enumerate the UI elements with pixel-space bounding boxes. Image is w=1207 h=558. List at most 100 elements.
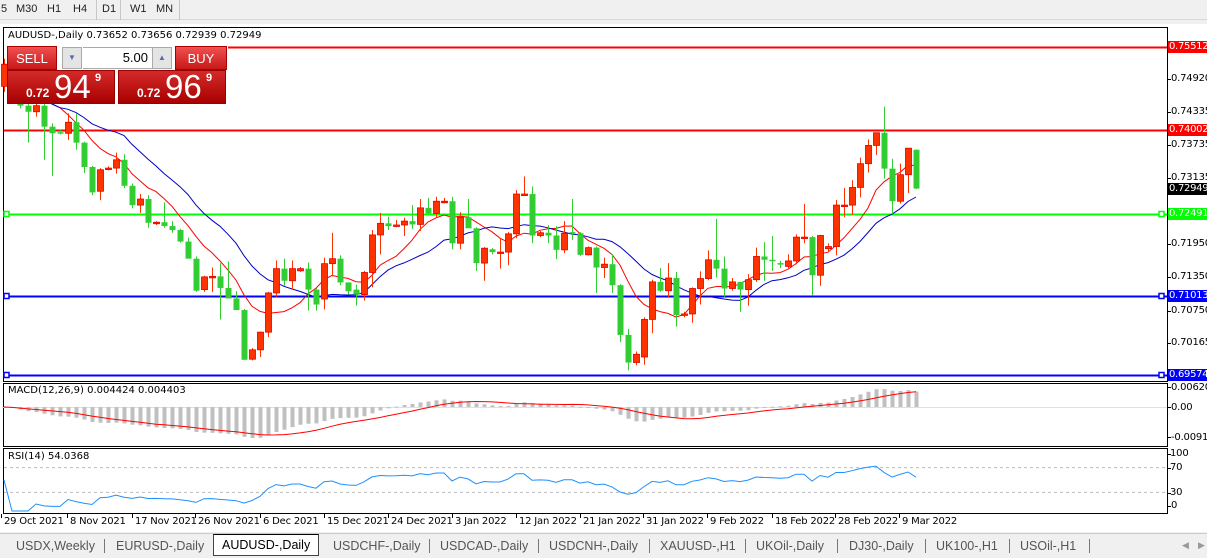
bid-price-box[interactable]: 0.72 94 9 (7, 68, 115, 105)
tab-usdchf-daily[interactable]: USDCHF-,Daily (333, 539, 421, 553)
candle (257, 331, 264, 358)
tab-eurusd-daily[interactable]: EURUSD-,Daily (116, 539, 205, 553)
candle (889, 158, 896, 214)
date-tick: 17 Nov 2021 (135, 516, 197, 527)
candle-body (369, 234, 376, 273)
candle (857, 157, 864, 198)
date-tick: 9 Mar 2022 (902, 516, 958, 527)
candle (897, 163, 904, 204)
candle-body (49, 126, 56, 134)
level-label: 0.71013 (1168, 290, 1207, 302)
lot-size-input[interactable]: 5.00 (83, 47, 152, 69)
separator (429, 539, 430, 553)
candle (73, 113, 80, 150)
macd-bar (274, 407, 279, 433)
candle (273, 260, 280, 297)
candle (681, 311, 688, 318)
candle (417, 199, 424, 232)
date-tick: 15 Dec 2021 (327, 516, 389, 527)
macd-bar (298, 407, 303, 425)
candle (489, 248, 496, 255)
date-tick: 3 Jan 2022 (455, 516, 507, 527)
candle (593, 246, 600, 293)
tab-usdcad-daily[interactable]: USDCAD-,Daily (440, 539, 529, 553)
candle-body (353, 289, 360, 295)
ask-price-box[interactable]: 0.72 96 9 (118, 68, 226, 105)
rsi-tick: 30 (1170, 487, 1183, 498)
candle (801, 203, 808, 244)
macd-bar (914, 391, 919, 407)
candle-body (185, 241, 192, 259)
macd-bar (546, 404, 551, 407)
candle-body (721, 268, 728, 289)
macd-bar (402, 405, 407, 407)
candle (385, 216, 392, 230)
macd-bar (226, 407, 231, 434)
macd-bar (106, 407, 111, 423)
macd-bar (562, 405, 567, 407)
tab-usoil-h1[interactable]: USOil-,H1 (1020, 539, 1077, 553)
tab-usdx-weekly[interactable]: USDX,Weekly (16, 539, 95, 553)
candle-body (161, 222, 168, 227)
candle-body (489, 249, 496, 253)
candle-body (745, 279, 752, 291)
rsi-label: RSI(14) 54.0368 (8, 451, 90, 462)
candle-body (897, 174, 904, 202)
candle (121, 154, 128, 188)
macd-bar (738, 407, 743, 411)
date-tick: 26 Nov 2021 (198, 516, 260, 527)
date-tick: 9 Feb 2022 (710, 516, 764, 527)
timeframe-d1[interactable]: D1 (102, 3, 117, 15)
tab-dj30-daily[interactable]: DJ30-,Daily (849, 539, 914, 553)
candle (497, 238, 504, 269)
candle-body (289, 268, 296, 282)
timeframe-mn[interactable]: MN (156, 3, 174, 15)
tab-ukoil-daily[interactable]: UKOil-,Daily (756, 539, 825, 553)
macd-bar (322, 407, 327, 422)
candle-body (857, 163, 864, 188)
tab-scroll-right-icon[interactable]: ▶ (1198, 540, 1205, 550)
timeframe-m15[interactable]: 5 (1, 3, 8, 15)
chart-tabs: USDX,Weekly EURUSD-,Daily AUDUSD-,Daily … (0, 533, 1207, 558)
bid-point: 9 (95, 72, 102, 84)
tab-scroll-left-icon[interactable]: ◀ (1182, 540, 1189, 550)
timeframe-w1[interactable]: W1 (130, 3, 147, 15)
separator (837, 539, 838, 553)
date-tick: 21 Jan 2022 (583, 516, 641, 527)
candle-body (89, 166, 96, 193)
candle (129, 183, 136, 209)
timeframe-m30[interactable]: M30 (16, 3, 38, 15)
macd-bar (634, 407, 639, 422)
tab-xauusd-h1[interactable]: XAUUSD-,H1 (660, 539, 736, 553)
macd-label: MACD(12,26,9) 0.004424 0.004403 (8, 385, 186, 396)
candle-body (753, 256, 760, 281)
price-tick: 0.70750 (1171, 305, 1207, 316)
candle-body (473, 228, 480, 264)
candle (305, 262, 312, 311)
macd-bar (714, 407, 719, 412)
tab-usdcnh-daily[interactable]: USDCNH-,Daily (549, 539, 638, 553)
tab-audusd-daily[interactable]: AUDUSD-,Daily (213, 534, 320, 556)
candle (769, 236, 776, 271)
lot-increase-button[interactable]: ▲ (152, 47, 172, 69)
timeframe-h4[interactable]: H4 (73, 3, 88, 15)
sell-button[interactable]: SELL (7, 46, 57, 70)
macd-bar (506, 405, 511, 407)
lot-decrease-button[interactable]: ▼ (62, 47, 82, 69)
candle-body (817, 235, 824, 276)
separator (1089, 539, 1090, 553)
separator (179, 0, 180, 20)
horizontal-levels (3, 46, 1167, 379)
candle-body (153, 221, 160, 225)
rsi-tick: 70 (1170, 462, 1183, 473)
candle (617, 284, 624, 343)
timeframe-h1[interactable]: H1 (47, 3, 62, 15)
candle-body (497, 251, 504, 254)
buy-button[interactable]: BUY (175, 46, 227, 70)
candle (321, 257, 328, 310)
macd-bar (250, 407, 255, 439)
tab-uk100-h1[interactable]: UK100-,H1 (936, 539, 998, 553)
current-price-label: 0.72949 (1168, 183, 1207, 195)
macd-bar (626, 407, 631, 419)
